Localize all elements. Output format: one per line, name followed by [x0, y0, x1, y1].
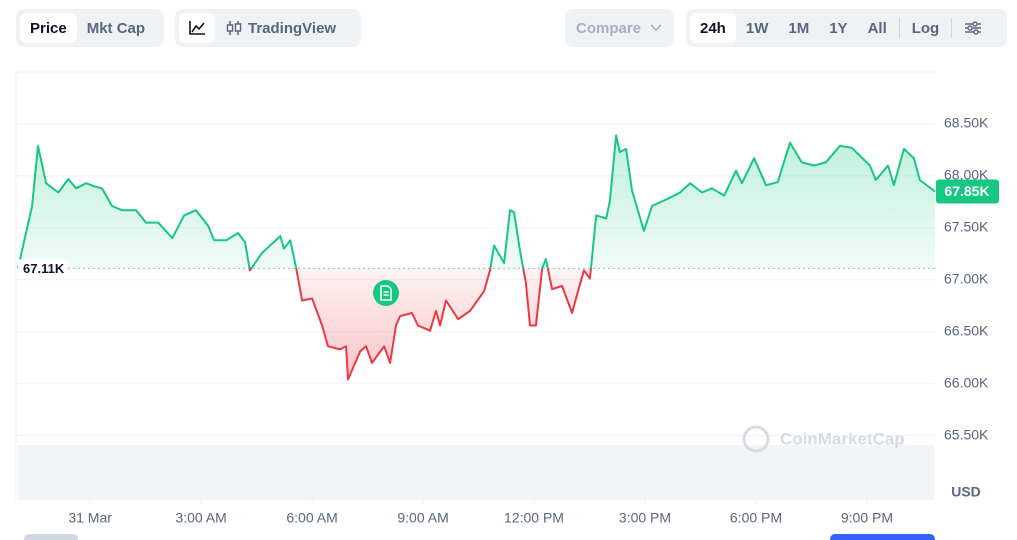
tradingview-button[interactable]: TradingView: [215, 13, 346, 43]
price-line: [17, 134, 936, 381]
y-tick-label: 66.50K: [944, 322, 989, 338]
x-tick-label: 9:00 PM: [841, 510, 893, 526]
news-icon: [380, 285, 392, 301]
x-tick-label: 3:00 PM: [619, 510, 671, 526]
x-tick-label: 6:00 AM: [286, 510, 337, 526]
baseline-label: 67.11K: [23, 261, 65, 276]
y-tick-label: 68.50K: [944, 115, 989, 131]
range-1y[interactable]: 1Y: [829, 19, 848, 37]
x-tick-label: 31 Mar: [68, 510, 112, 526]
area-fill: [18, 135, 935, 380]
x-tick-label: 6:00 PM: [730, 510, 782, 526]
line-chart-button[interactable]: [179, 13, 215, 43]
scroll-handle[interactable]: [24, 534, 78, 540]
range-24h[interactable]: 24h: [690, 13, 736, 43]
tradingview-label: TradingView: [248, 19, 337, 37]
y-tick-label: 68.00K: [944, 167, 989, 183]
log-toggle[interactable]: Log: [911, 19, 940, 37]
separator: [898, 18, 900, 38]
news-dot: [373, 280, 399, 306]
chart-tools: TradingView: [175, 9, 361, 47]
volume-backdrop: [18, 445, 934, 500]
view-tabs: Price Mkt Cap: [16, 9, 164, 47]
y-tick-label: 65.50K: [944, 426, 989, 442]
y-tick-label: 67.00K: [944, 270, 989, 286]
settings-icon: [965, 21, 982, 35]
compare-label: Compare: [575, 19, 642, 37]
y-tick-label: 67.50K: [944, 219, 989, 235]
range-all[interactable]: All: [867, 19, 887, 37]
x-tick-label: 12:00 PM: [504, 510, 564, 526]
settings-button[interactable]: [954, 13, 992, 43]
tab-price[interactable]: Price: [20, 13, 77, 43]
last-price-badge: [936, 179, 999, 204]
x-tick-label: 9:00 AM: [397, 510, 448, 526]
plot-frame: [15, 71, 936, 500]
y-unit: USD: [951, 484, 981, 500]
x-tick-label: 3:00 AM: [175, 510, 226, 526]
line-icon: [189, 21, 205, 35]
compare[interactable]: Compare: [565, 9, 674, 47]
last-price-label: 67.85K: [944, 183, 989, 199]
candle-icon: [226, 21, 242, 35]
tab-mkt-cap[interactable]: Mkt Cap: [86, 19, 146, 37]
watermark-text: CoinMarketCap: [780, 429, 905, 448]
range-1w[interactable]: 1W: [745, 19, 769, 37]
separator: [951, 18, 953, 38]
range-handle[interactable]: [830, 534, 935, 540]
baseline-label-bg: [18, 259, 68, 278]
chevron: [650, 24, 662, 32]
news-marker: [373, 280, 399, 306]
y-tick-label: 66.00K: [944, 374, 989, 390]
watermark: CoinMarketCap: [742, 425, 905, 453]
range-tabs: 24h 1W 1M 1Y All Log: [686, 9, 1007, 47]
range-1m[interactable]: 1M: [788, 19, 810, 37]
